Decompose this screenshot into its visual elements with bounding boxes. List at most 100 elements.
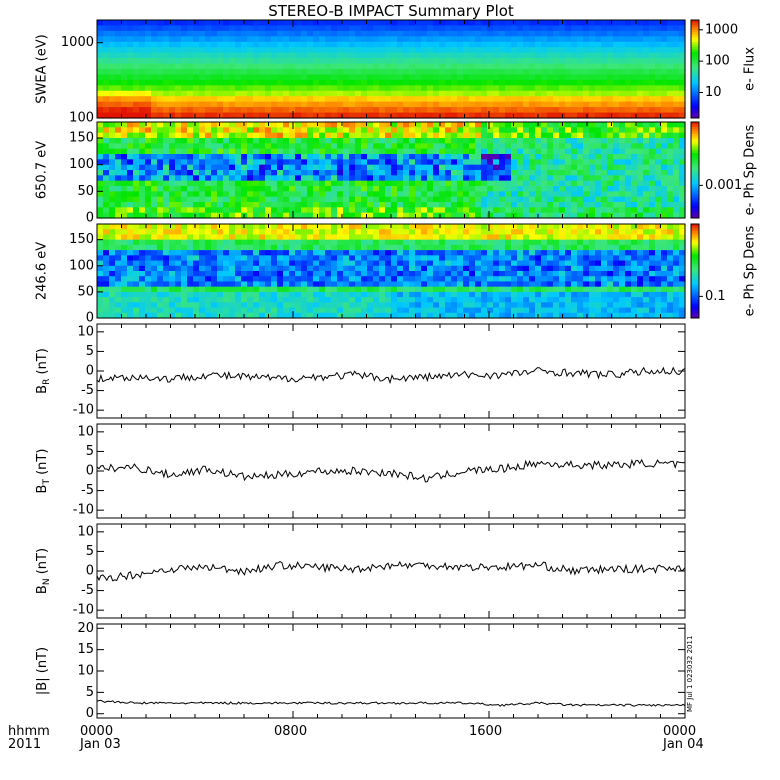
heatmap-0-cell: [625, 25, 632, 32]
heatmap-2-cell: [193, 244, 200, 251]
heatmap-2-cell: [409, 286, 416, 293]
heatmap-2-cell: [139, 224, 146, 230]
heatmap-2-cell: [367, 312, 374, 319]
heatmap-1-cell: [433, 122, 440, 128]
heatmap-2-cell: [367, 234, 374, 241]
heatmap-2-cell: [421, 265, 428, 272]
heatmap-0-cell: [151, 69, 158, 76]
heatmap-1-cell: [337, 186, 344, 192]
heatmap-0-cell: [199, 112, 206, 119]
heatmap-0-cell: [409, 52, 416, 59]
heatmap-1-cell: [553, 175, 560, 182]
heatmap-0-cell: [493, 96, 500, 103]
heatmap-1-cell: [415, 132, 422, 139]
heatmap-0-cell: [517, 41, 524, 48]
heatmap-0-cell: [121, 96, 128, 103]
heatmap-2-cell: [193, 276, 200, 283]
heatmap-1-cell: [421, 212, 428, 219]
heatmap-0-cell: [565, 107, 572, 114]
heatmap-2-cell: [211, 250, 218, 256]
heatmap-1-cell: [205, 148, 212, 155]
heatmap-2-cell: [355, 260, 362, 267]
heatmap-2-cell: [391, 302, 398, 309]
heatmap-2-cell: [247, 271, 254, 277]
heatmap-1-cell: [469, 148, 476, 155]
heatmap-1-cell: [421, 122, 428, 128]
heatmap-2-cell: [475, 312, 482, 319]
heatmap-0-cell: [391, 36, 398, 43]
heatmap-1-cell: [259, 175, 266, 182]
heatmap-0-cell: [607, 36, 614, 43]
heatmap-1-cell: [133, 191, 140, 198]
heatmap-0-cell: [547, 107, 554, 114]
heatmap-2-cell: [241, 281, 248, 288]
heatmap-1-cell: [265, 132, 272, 139]
heatmap-0-cell: [577, 79, 584, 86]
heatmap-2-cell: [295, 260, 302, 267]
heatmap-0-cell: [553, 25, 560, 32]
heatmap-2-cell: [439, 229, 446, 236]
heatmap-0-cell: [151, 63, 158, 70]
heatmap-1-cell: [265, 170, 272, 176]
heatmap-0-cell: [103, 52, 110, 59]
heatmap-2-cell: [217, 229, 224, 236]
heatmap-2-cell: [241, 239, 248, 246]
heatmap-1-cell: [157, 196, 164, 203]
heatmap-1-cell: [505, 170, 512, 176]
heatmap-0-cell: [595, 74, 602, 81]
heatmap-1-cell: [463, 164, 470, 171]
heatmap-0-cell: [463, 101, 470, 108]
heatmap-2-cell: [373, 302, 380, 309]
heatmap-0-cell: [343, 47, 350, 54]
heatmap-0-cell: [625, 101, 632, 108]
heatmap-1-cell: [607, 154, 614, 160]
heatmap-2-cell: [355, 291, 362, 298]
heatmap-0-cell: [361, 41, 368, 48]
heatmap-0-cell: [427, 79, 434, 86]
heatmap-1-cell: [451, 138, 458, 144]
heatmap-0-cell: [265, 47, 272, 54]
heatmap-1-cell: [331, 196, 338, 203]
heatmap-1-cell: [439, 180, 446, 187]
heatmap-1-cell: [151, 122, 158, 128]
heatmap-1-cell: [619, 196, 626, 203]
heatmap-1-cell: [313, 212, 320, 219]
heatmap-0-cell: [559, 25, 566, 32]
heatmap-0-cell: [211, 52, 218, 59]
heatmap-2-cell: [523, 224, 530, 230]
heatmap-0-cell: [151, 47, 158, 54]
heatmap-2-cell: [421, 271, 428, 277]
heatmap-1-cell: [211, 191, 218, 198]
heatmap-0-cell: [253, 101, 260, 108]
heatmap-1-cell: [385, 154, 392, 160]
heatmap-0-cell: [613, 85, 620, 92]
heatmap-2-cell: [175, 239, 182, 246]
heatmap-1-cell: [403, 170, 410, 176]
heatmap-0-cell: [553, 30, 560, 37]
heatmap-1-cell: [187, 180, 194, 187]
heatmap-1-cell: [511, 132, 518, 139]
heatmap-1-cell: [511, 159, 518, 166]
heatmap-1-cell: [469, 164, 476, 171]
heatmap-2-cell: [385, 239, 392, 246]
heatmap-1-cell: [139, 154, 146, 160]
heatmap-1-cell: [649, 127, 656, 134]
heatmap-2-cell: [583, 260, 590, 267]
heatmap-1-cell: [625, 154, 632, 160]
heatmap-0-cell: [451, 90, 458, 97]
heatmap-2-cell: [289, 276, 296, 283]
heatmap-1-cell: [367, 191, 374, 198]
heatmap-0-cell: [589, 25, 596, 32]
heatmap-2-cell: [235, 224, 242, 230]
heatmap-2-cell: [517, 250, 524, 256]
heatmap-2-cell: [319, 297, 326, 303]
heatmap-0-cell: [649, 20, 656, 27]
heatmap-2-cell: [517, 286, 524, 293]
heatmap-1-cell: [475, 154, 482, 160]
heatmap-2-cell: [193, 255, 200, 262]
heatmap-2-cell: [571, 312, 578, 319]
heatmap-0-cell: [517, 58, 524, 65]
heatmap-1-cell: [121, 175, 128, 182]
heatmap-1-cell: [277, 207, 284, 214]
heatmap-2-cell: [529, 271, 536, 277]
